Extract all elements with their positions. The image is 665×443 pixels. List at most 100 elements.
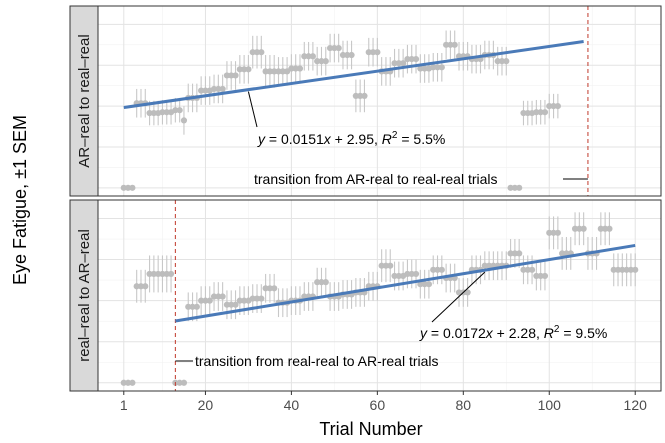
x-axis-title: Trial Number (319, 419, 422, 439)
data-point (215, 293, 222, 300)
data-point (395, 60, 402, 67)
data-point (541, 109, 549, 116)
x-tick-label: 60 (370, 397, 386, 413)
data-point (352, 92, 359, 99)
data-point (520, 109, 527, 117)
data-point (550, 103, 557, 110)
data-point (348, 51, 355, 59)
data-point (537, 109, 544, 116)
data-point (554, 229, 561, 236)
eq-superscript: 2 (392, 130, 398, 141)
data-point (597, 225, 604, 232)
data-point (159, 109, 166, 116)
fit-equation: y = 0.0151x + 2.95, R2 = 5.5% (257, 130, 445, 147)
data-point (253, 49, 261, 56)
eq-y: y (257, 131, 266, 147)
data-point (485, 262, 493, 269)
data-point (309, 53, 316, 60)
data-point (180, 117, 188, 124)
equation-leader (247, 91, 258, 128)
data-point (533, 272, 540, 280)
data-point (550, 229, 557, 236)
y-axis-title: Eye Fatigue, ±1 SEM (10, 115, 30, 285)
data-point (507, 250, 514, 257)
data-point (443, 41, 450, 48)
data-point (322, 279, 329, 286)
data-point (430, 266, 437, 273)
data-point (241, 66, 248, 73)
data-point (219, 293, 226, 300)
data-point (464, 289, 471, 296)
data-point (404, 270, 411, 278)
eq-slope: = 0.0151 (265, 131, 324, 147)
data-point (434, 64, 441, 71)
data-point (357, 92, 364, 99)
facet-strip (69, 5, 99, 197)
data-point (417, 65, 424, 72)
data-point (228, 301, 235, 308)
data-point (172, 107, 179, 114)
plot-background (98, 200, 661, 391)
data-point (627, 266, 635, 273)
data-point (167, 270, 175, 278)
data-point (537, 272, 544, 280)
data-point (339, 51, 347, 59)
data-point (524, 266, 531, 273)
x-axis: 1 20 40 60 80 100 120 (120, 391, 647, 413)
data-point (275, 68, 282, 75)
data-point (610, 266, 617, 273)
data-point (241, 297, 248, 304)
data-point (210, 293, 218, 300)
data-point (232, 72, 239, 79)
data-point (391, 60, 398, 67)
panels: 12345y = 0.0151x + 2.95, R2 = 5.5%transi… (69, 5, 662, 392)
data-point (206, 297, 213, 304)
data-point (602, 225, 609, 232)
data-point (202, 297, 209, 304)
data-point (137, 283, 145, 290)
eq-x: x (323, 131, 332, 147)
eq-r2-value: = 9.5% (559, 325, 607, 341)
data-point (559, 250, 566, 257)
plot-background (98, 6, 661, 196)
data-point (155, 270, 162, 278)
data-point (124, 184, 132, 191)
data-point (146, 109, 153, 117)
data-point (425, 281, 433, 288)
data-point (378, 262, 385, 269)
data-point (481, 262, 488, 269)
data-point (258, 49, 265, 56)
facet-strip (69, 199, 99, 392)
data-point (507, 184, 514, 191)
data-point (120, 184, 127, 191)
data-point (223, 72, 231, 79)
fit-line (123, 40, 584, 110)
data-point (279, 68, 286, 75)
x-tick-label: 20 (198, 397, 214, 413)
data-point (331, 44, 338, 52)
data-point (404, 56, 411, 63)
data-point (421, 281, 428, 288)
data-point (198, 87, 205, 94)
data-point (455, 289, 463, 296)
data-point (180, 379, 188, 386)
data-point (412, 270, 420, 278)
data-point (520, 266, 527, 273)
data-point (563, 250, 570, 257)
data-point (632, 266, 639, 273)
fit-line (175, 243, 636, 323)
data-point (215, 85, 222, 93)
fit-equation: y = 0.0172x + 2.28, R2 = 9.5% (419, 324, 607, 341)
data-point (163, 109, 170, 116)
data-point (301, 53, 308, 60)
data-point (210, 85, 218, 93)
data-point (314, 279, 321, 286)
data-point (546, 229, 553, 236)
data-point (219, 85, 226, 93)
data-point (344, 51, 351, 59)
eq-intercept: + 2.28, (493, 325, 544, 341)
x-tick-label: 100 (538, 397, 562, 413)
eq-r: R (382, 131, 392, 147)
x-tick-label: 40 (284, 397, 300, 413)
data-point (193, 303, 200, 310)
